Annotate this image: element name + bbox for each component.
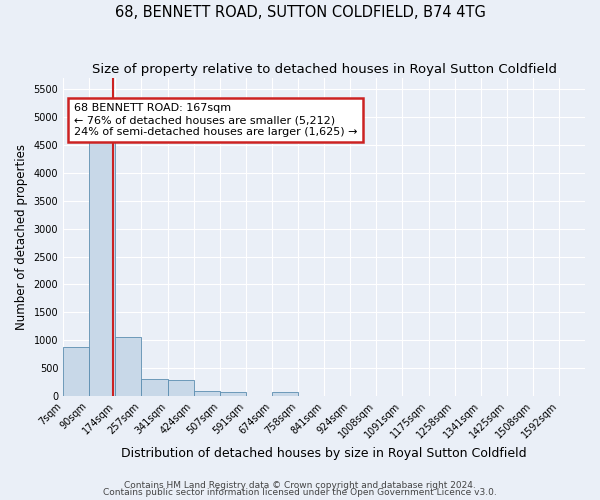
Bar	[220, 392, 246, 396]
Bar	[63, 347, 89, 396]
Text: 68 BENNETT ROAD: 167sqm
← 76% of detached houses are smaller (5,212)
24% of semi: 68 BENNETT ROAD: 167sqm ← 76% of detache…	[74, 104, 357, 136]
Bar	[194, 391, 220, 396]
Title: Size of property relative to detached houses in Royal Sutton Coldfield: Size of property relative to detached ho…	[92, 62, 557, 76]
Y-axis label: Number of detached properties: Number of detached properties	[15, 144, 28, 330]
Bar	[142, 380, 167, 396]
Bar	[89, 142, 115, 396]
Text: Contains HM Land Registry data © Crown copyright and database right 2024.: Contains HM Land Registry data © Crown c…	[124, 480, 476, 490]
Bar	[272, 392, 298, 396]
X-axis label: Distribution of detached houses by size in Royal Sutton Coldfield: Distribution of detached houses by size …	[121, 447, 527, 460]
Text: Contains public sector information licensed under the Open Government Licence v3: Contains public sector information licen…	[103, 488, 497, 497]
Bar	[167, 380, 194, 396]
Text: 68, BENNETT ROAD, SUTTON COLDFIELD, B74 4TG: 68, BENNETT ROAD, SUTTON COLDFIELD, B74 …	[115, 5, 485, 20]
Bar	[115, 337, 142, 396]
